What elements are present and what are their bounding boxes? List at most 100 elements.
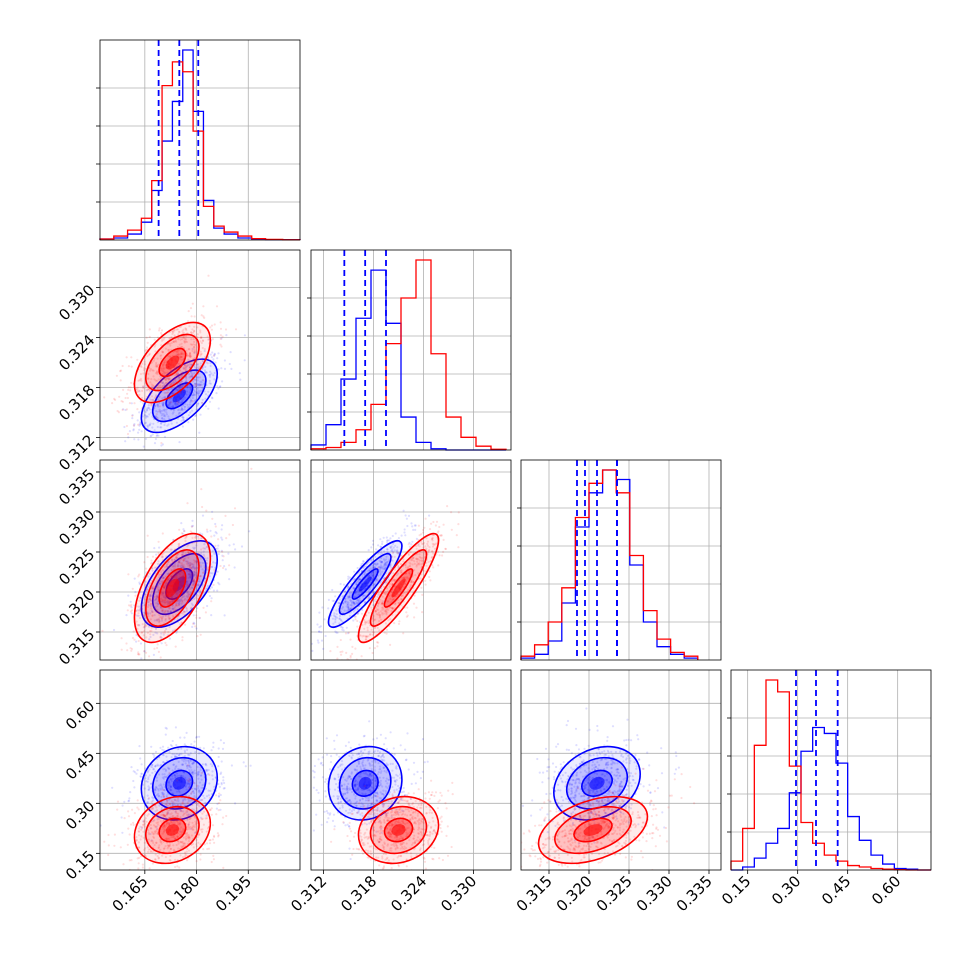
- scatter-point: [153, 819, 156, 822]
- scatter-point: [157, 434, 160, 437]
- scatter-point: [165, 555, 168, 558]
- scatter-point: [165, 838, 168, 841]
- scatter-point: [196, 765, 199, 769]
- scatter-point: [187, 764, 191, 767]
- scatter-point: [184, 557, 187, 560]
- scatter-point: [341, 650, 344, 653]
- scatter-point: [137, 379, 140, 382]
- scatter-point: [437, 564, 440, 567]
- scatter-point: [163, 594, 166, 597]
- scatter-point: [146, 846, 149, 849]
- scatter-point: [148, 833, 151, 836]
- scatter-panel-2-0: [99, 459, 301, 661]
- scatter-point: [204, 762, 207, 766]
- scatter-point: [422, 528, 425, 532]
- scatter-point: [382, 577, 385, 580]
- scatter-point: [356, 598, 359, 602]
- scatter-point: [433, 543, 436, 546]
- scatter-point: [158, 773, 161, 776]
- scatter-point: [345, 651, 348, 655]
- scatter-point: [193, 792, 196, 795]
- scatter-point: [166, 844, 169, 847]
- scatter-point: [187, 753, 190, 756]
- scatter-point: [164, 581, 168, 584]
- scatter-point: [217, 802, 221, 805]
- scatter-point: [192, 393, 195, 396]
- scatter-point: [223, 787, 226, 790]
- scatter-point: [367, 622, 371, 625]
- scatter-point: [161, 385, 164, 388]
- scatter-point: [394, 544, 397, 547]
- scatter-point: [185, 390, 189, 393]
- scatter-point: [407, 543, 410, 546]
- scatter-point: [157, 560, 160, 563]
- scatter-point: [181, 399, 184, 402]
- scatter-point: [146, 388, 149, 391]
- scatter-point: [180, 563, 183, 567]
- scatter-point: [196, 607, 199, 610]
- scatter-point: [195, 845, 198, 848]
- scatter-point: [188, 768, 191, 772]
- scatter-point: [182, 610, 185, 613]
- scatter-point: [372, 604, 375, 607]
- scatter-point: [215, 813, 218, 816]
- scatter-point: [381, 565, 384, 568]
- scatter-point: [389, 546, 392, 549]
- scatter-point: [142, 626, 145, 629]
- scatter-point: [166, 371, 169, 374]
- scatter-point: [188, 575, 191, 579]
- scatter-point: [163, 823, 166, 826]
- scatter-point: [179, 854, 182, 857]
- scatter-point: [214, 525, 217, 528]
- scatter-point: [193, 399, 196, 402]
- scatter-point: [420, 542, 423, 545]
- scatter-point: [168, 625, 171, 629]
- scatter-point: [187, 583, 190, 586]
- histogram-panel-3: [727, 669, 932, 871]
- scatter-point: [143, 787, 146, 790]
- scatter-point: [177, 413, 180, 416]
- scatter-point: [200, 774, 203, 777]
- scatter-point: [218, 785, 221, 789]
- scatter-point: [183, 610, 187, 613]
- scatter-point: [354, 615, 357, 618]
- scatter-point: [157, 378, 160, 381]
- scatter-point: [240, 545, 244, 548]
- scatter-point: [200, 381, 203, 384]
- scatter-point: [171, 739, 174, 743]
- scatter-point: [198, 384, 201, 387]
- scatter-point: [162, 403, 165, 406]
- scatter-point: [379, 560, 382, 563]
- scatter-point: [366, 597, 369, 600]
- scatter-point: [163, 611, 166, 615]
- scatter-point: [154, 830, 157, 833]
- scatter-point: [214, 561, 217, 565]
- scatter-point: [155, 413, 158, 416]
- scatter-point: [141, 826, 144, 829]
- scatter-point: [386, 611, 389, 614]
- scatter-point: [175, 790, 179, 793]
- scatter-point: [441, 554, 444, 557]
- scatter-point: [219, 343, 222, 346]
- scatter-point: [381, 561, 384, 564]
- scatter-point: [196, 391, 199, 394]
- scatter-point: [417, 558, 420, 561]
- scatter-point: [135, 387, 138, 390]
- scatter-point: [380, 560, 383, 563]
- scatter-point: [127, 365, 130, 368]
- scatter-point: [166, 813, 169, 816]
- scatter-point: [206, 842, 209, 845]
- scatter-point: [219, 772, 222, 776]
- scatter-point: [198, 781, 202, 784]
- scatter-point: [211, 351, 214, 354]
- scatter-point: [169, 882, 171, 884]
- scatter-point: [159, 636, 162, 639]
- scatter-point: [404, 534, 407, 537]
- scatter-point: [349, 638, 352, 641]
- scatter-point: [195, 810, 198, 813]
- scatter-point: [146, 801, 150, 804]
- scatter-point: [174, 880, 176, 882]
- scatter-point: [372, 614, 375, 618]
- scatter-point: [169, 786, 172, 789]
- scatter-point: [150, 392, 153, 395]
